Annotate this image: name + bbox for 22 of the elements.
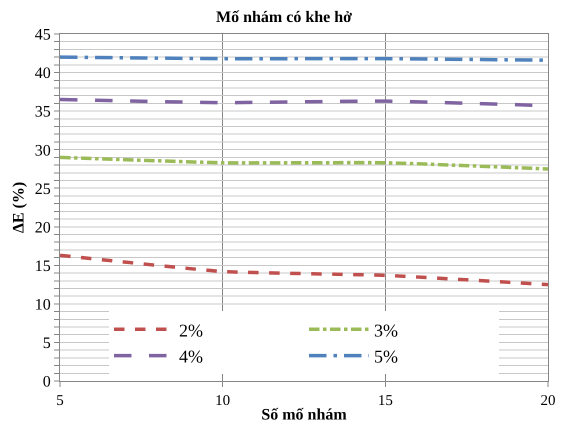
legend-label: 3% (374, 320, 398, 340)
x-tick-label: 5 (56, 393, 64, 409)
y-tick-label: 15 (34, 258, 51, 275)
x-tick-label: 20 (540, 393, 556, 409)
x-tick-label: 10 (215, 393, 230, 409)
x-axis-title: Số mố nhám (261, 406, 348, 424)
y-tick-label: 45 (34, 26, 51, 44)
chart-title: Mố nhám có khe hở (216, 9, 352, 26)
y-tick-label: 10 (34, 296, 51, 314)
legend-label: 5% (374, 346, 398, 367)
y-tick-label: 20 (34, 219, 51, 236)
legend-label: 4% (179, 346, 203, 367)
y-tick-label: 35 (34, 104, 51, 121)
y-tick-label: 5 (42, 335, 51, 352)
y-tick-label: 25 (34, 180, 51, 198)
y-tick-label: 40 (34, 65, 51, 82)
x-tick-label: 15 (378, 393, 393, 409)
y-axis-title: ΔE (%) (10, 182, 28, 234)
y-tick-label: 30 (34, 142, 51, 160)
y-tick-label: 0 (42, 374, 51, 391)
legend-label: 2% (179, 320, 203, 340)
line-series (60, 254, 548, 286)
